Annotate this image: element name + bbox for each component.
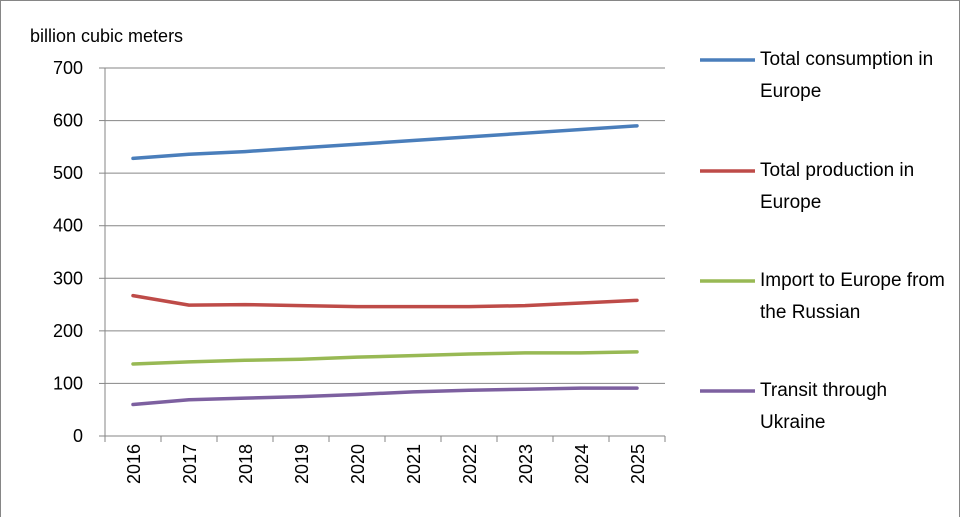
y-axis-title: billion cubic meters [30,26,183,46]
y-tick-label: 100 [53,373,83,393]
series-line [131,293,639,309]
x-tick-label: 2022 [460,444,480,484]
x-tick-label: 2025 [628,444,648,484]
y-tick-label: 0 [73,426,83,446]
legend-label: Import to Europe from the Russian [760,270,945,323]
y-tick-label: 600 [53,111,83,131]
legend-label: Total consumption in Europe [760,49,934,102]
x-tick-label: 2023 [516,444,536,484]
x-tick-label: 2020 [348,444,368,484]
series-line [131,386,639,407]
y-tick-label: 500 [53,163,83,183]
x-tick-label: 2021 [404,444,424,484]
x-tick-label: 2016 [124,444,144,484]
legend-label: Transit through Ukraine [760,380,888,433]
series-line [131,350,639,366]
y-tick-label: 300 [53,268,83,288]
x-tick-label: 2018 [236,444,256,484]
y-tick-label: 200 [53,321,83,341]
x-tick-label: 2017 [180,444,200,484]
y-tick-label: 400 [53,216,83,236]
legend-label: Total production in Europe [760,160,915,213]
y-tick-label: 700 [53,58,83,78]
x-tick-label: 2019 [292,444,312,484]
x-tick-label: 2024 [572,444,592,484]
series-line [131,124,639,161]
